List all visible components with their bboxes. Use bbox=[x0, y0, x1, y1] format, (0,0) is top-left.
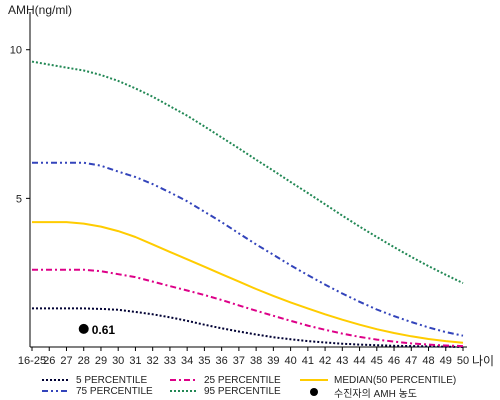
legend-item-5-percentile: 5 PERCENTILE bbox=[42, 374, 147, 386]
y-tick-label: 5 bbox=[16, 193, 22, 205]
legend-swatch-median bbox=[300, 379, 328, 381]
x-tick-label: 41 bbox=[302, 355, 314, 367]
x-tick-label: 43 bbox=[336, 355, 348, 367]
series-line-75-percentile bbox=[32, 161, 464, 337]
legend-label-patient-amh: 수진자의 AMH 농도 bbox=[334, 388, 417, 400]
series-layer bbox=[31, 60, 464, 348]
series-line-5-percentile bbox=[32, 307, 464, 348]
legend: 5 PERCENTILE 25 PERCENTILE MEDIAN(50 PER… bbox=[0, 370, 500, 400]
x-tick-label: 33 bbox=[164, 355, 176, 367]
legend-item-95-percentile: 95 PERCENTILE bbox=[170, 385, 281, 397]
x-tick-label: 45 bbox=[371, 355, 383, 367]
x-tick-label: 29 bbox=[95, 355, 107, 367]
x-tick-label: 47 bbox=[405, 355, 417, 367]
legend-swatch-95-percentile bbox=[170, 390, 198, 392]
patient-amh-marker bbox=[78, 323, 89, 334]
marker-layer: 0.61 bbox=[78, 323, 116, 337]
patient-amh-value-label: 0.61 bbox=[92, 323, 116, 337]
legend-label-75-percentile: 75 PERCENTILE bbox=[76, 385, 153, 397]
series-line-median-50-percentile bbox=[32, 221, 464, 344]
series-line-25-percentile bbox=[32, 268, 464, 348]
x-tick-label: 35 bbox=[198, 355, 210, 367]
x-tick-label: 46 bbox=[388, 355, 400, 367]
x-tick-label: 28 bbox=[78, 355, 90, 367]
x-tick-label: 26 bbox=[43, 355, 55, 367]
y-tick-label: 10 bbox=[10, 45, 22, 57]
x-tick-label: 32 bbox=[147, 355, 159, 367]
x-tick-label: 49 bbox=[440, 355, 452, 367]
series-line-95-percentile bbox=[31, 60, 464, 285]
legend-item-25-percentile: 25 PERCENTILE bbox=[170, 374, 281, 386]
legend-marker-icon bbox=[310, 388, 318, 396]
x-axis-label: 나이 bbox=[472, 354, 494, 368]
x-tick-label: 30 bbox=[112, 355, 124, 367]
legend-item-75-percentile: 75 PERCENTILE bbox=[42, 385, 153, 397]
x-tick-label: 40 bbox=[284, 355, 296, 367]
legend-item-median: MEDIAN(50 PERCENTILE) bbox=[300, 374, 456, 386]
legend-label-median: MEDIAN(50 PERCENTILE) bbox=[334, 374, 457, 386]
x-tick-label: 48 bbox=[422, 355, 434, 367]
legend-label-5-percentile: 5 PERCENTILE bbox=[76, 374, 148, 386]
y-axis-label: AMH(ng/ml) bbox=[8, 3, 72, 17]
x-tick-label: 27 bbox=[60, 355, 72, 367]
x-tick-label: 36 bbox=[216, 355, 228, 367]
legend-swatch-75-percentile bbox=[42, 390, 70, 392]
x-tick-label: 37 bbox=[233, 355, 245, 367]
legend-label-95-percentile: 95 PERCENTILE bbox=[204, 385, 281, 397]
x-tick-label: 31 bbox=[129, 355, 141, 367]
legend-swatch-25-percentile bbox=[170, 379, 198, 381]
legend-item-patient-amh: 수진자의 AMH 농도 bbox=[300, 386, 417, 400]
x-tick-label: 16-25 bbox=[18, 355, 46, 367]
x-tick-label: 42 bbox=[319, 355, 331, 367]
x-tick-label: 34 bbox=[181, 355, 193, 367]
x-tick-label: 50 bbox=[457, 355, 469, 367]
x-tick-label: 44 bbox=[353, 355, 365, 367]
legend-swatch-5-percentile bbox=[42, 379, 70, 381]
legend-label-25-percentile: 25 PERCENTILE bbox=[204, 374, 281, 386]
x-tick-label: 39 bbox=[267, 355, 279, 367]
x-tick-label: 38 bbox=[250, 355, 262, 367]
